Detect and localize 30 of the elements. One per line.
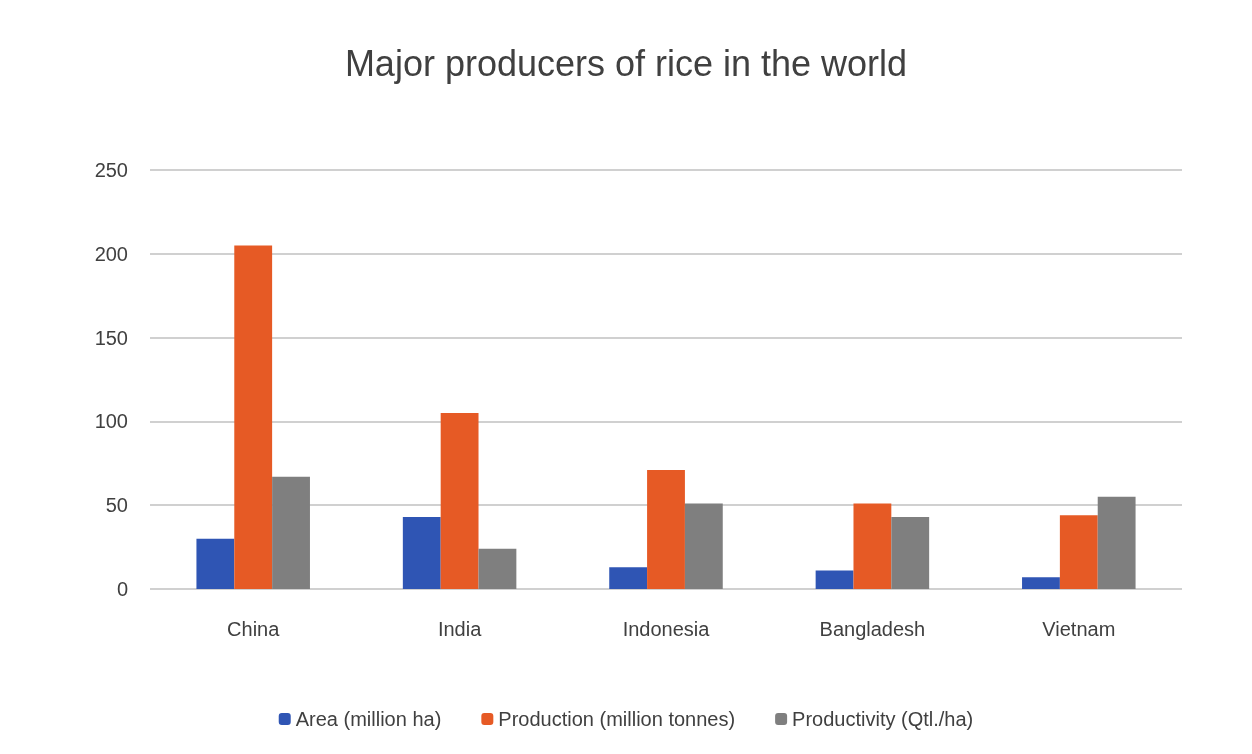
y-tick-label: 50	[105, 494, 128, 517]
x-tick-label: China	[227, 618, 281, 640]
x-tick-label: India	[437, 618, 483, 640]
bar	[196, 538, 235, 589]
x-tick-label: Vietnam	[1042, 618, 1116, 640]
legend-label: Productivity (Qtl./ha)	[792, 708, 974, 730]
legend-label: Production (million tonnes)	[498, 708, 736, 730]
chart-title: Major producers of rice in the world	[344, 42, 908, 84]
bar	[1059, 515, 1098, 589]
bar	[609, 567, 648, 589]
y-tick-label: 0	[116, 578, 128, 600]
bar	[272, 476, 310, 589]
y-tick-label: 200	[94, 242, 128, 265]
bar	[891, 516, 930, 589]
y-tick-label: 100	[94, 410, 128, 433]
x-tick-label: Bangladesh	[819, 618, 926, 640]
y-tick-label: 150	[94, 326, 128, 349]
legend-label: Area (million ha)	[295, 708, 442, 730]
bar	[684, 503, 723, 589]
bar	[402, 516, 441, 589]
bar	[440, 413, 479, 589]
bar	[815, 570, 854, 589]
y-tick-label: 250	[94, 159, 128, 181]
bar	[234, 245, 273, 589]
bar	[853, 503, 892, 589]
bar	[647, 470, 685, 589]
bar	[478, 548, 517, 589]
x-tick-label: Indonesia	[622, 618, 711, 640]
bar	[1022, 577, 1060, 589]
bar	[1097, 496, 1136, 589]
